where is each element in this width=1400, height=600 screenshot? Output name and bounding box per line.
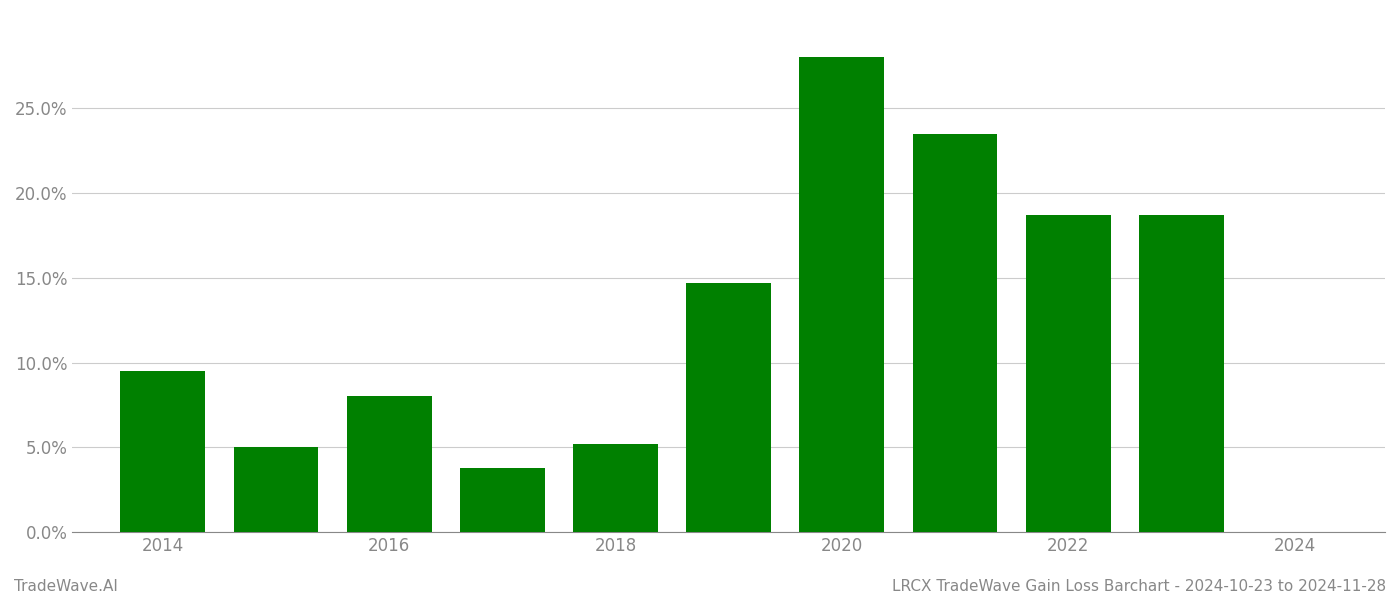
Bar <box>234 448 318 532</box>
Text: LRCX TradeWave Gain Loss Barchart - 2024-10-23 to 2024-11-28: LRCX TradeWave Gain Loss Barchart - 2024… <box>892 579 1386 594</box>
Bar <box>799 58 885 532</box>
Bar <box>913 134 997 532</box>
Bar <box>686 283 771 532</box>
Text: TradeWave.AI: TradeWave.AI <box>14 579 118 594</box>
Bar <box>1138 215 1224 532</box>
Bar <box>1026 215 1110 532</box>
Bar <box>347 397 431 532</box>
Bar <box>573 444 658 532</box>
Bar <box>461 468 545 532</box>
Bar <box>120 371 206 532</box>
